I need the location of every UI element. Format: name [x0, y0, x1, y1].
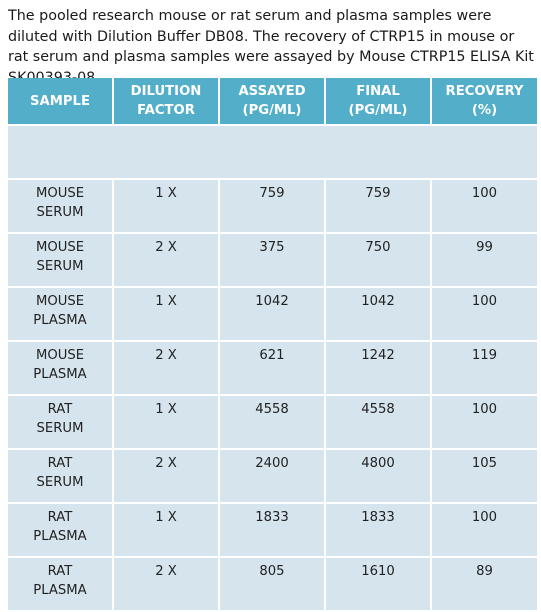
cell-sample: RAT SERUM	[8, 450, 112, 502]
cell-recovery: 100	[432, 288, 537, 340]
sample-type: PLASMA	[33, 583, 87, 598]
sample-species: MOUSE	[35, 186, 85, 201]
cell-dilution: 2 X	[114, 342, 218, 394]
header-sample: SAMPLE	[8, 78, 112, 124]
cell-assayed: 4558	[220, 396, 324, 448]
cell-dilution: 1 X	[114, 396, 218, 448]
cell-final: 1242	[326, 342, 430, 394]
cell-dilution: 2 X	[114, 234, 218, 286]
table-row: MOUSE SERUM 2 X 375 750 99	[8, 234, 537, 286]
cell-dilution: 2 X	[114, 450, 218, 502]
cell-assayed: 1042	[220, 288, 324, 340]
header-assayed-line-1: ASSAYED	[238, 84, 306, 99]
table-row: MOUSE PLASMA 1 X 1042 1042 100	[8, 288, 537, 340]
cell-final: 1833	[326, 504, 430, 556]
intro-paragraph: The pooled research mouse or rat serum a…	[8, 8, 534, 86]
cell-assayed: 375	[220, 234, 324, 286]
sample-type: PLASMA	[33, 313, 87, 328]
sample-type: SERUM	[36, 475, 84, 490]
header-assayed-line-2: (PG/ML)	[242, 103, 302, 118]
sample-species: MOUSE	[35, 240, 85, 255]
cell-assayed: 1833	[220, 504, 324, 556]
sample-species: MOUSE	[35, 294, 85, 309]
cell-recovery: 100	[432, 180, 537, 232]
header-recovery-line-2: (%)	[471, 103, 498, 118]
cell-recovery: 99	[432, 234, 537, 286]
recovery-table: SAMPLE DILUTION FACTOR ASSAYED (PG/ML) F…	[6, 76, 539, 612]
table-row: RAT SERUM 2 X 2400 4800 105	[8, 450, 537, 502]
cell-sample: MOUSE SERUM	[8, 234, 112, 286]
sample-species: RAT	[47, 564, 73, 579]
header-dilution-line-2: FACTOR	[137, 103, 195, 118]
header-final-line-1: FINAL	[356, 84, 400, 99]
cell-final: 750	[326, 234, 430, 286]
cell-final: 759	[326, 180, 430, 232]
sample-species: RAT	[47, 510, 73, 525]
cell-sample: MOUSE PLASMA	[8, 288, 112, 340]
sample-type: PLASMA	[33, 529, 87, 544]
cell-sample: RAT PLASMA	[8, 558, 112, 610]
cell-sample: MOUSE SERUM	[8, 180, 112, 232]
cell-recovery: 119	[432, 342, 537, 394]
sample-type: PLASMA	[33, 367, 87, 382]
header-recovery-line-1: RECOVERY	[445, 84, 524, 99]
cell-final: 1610	[326, 558, 430, 610]
cell-final: 4800	[326, 450, 430, 502]
header-recovery: RECOVERY (%)	[432, 78, 537, 124]
table-row: MOUSE SERUM 1 X 759 759 100	[8, 180, 537, 232]
cell-recovery: 100	[432, 504, 537, 556]
header-dilution-line-1: DILUTION	[130, 84, 202, 99]
table-row: RAT SERUM 1 X 4558 4558 100	[8, 396, 537, 448]
sample-type: SERUM	[36, 259, 84, 274]
sample-type: SERUM	[36, 421, 84, 436]
cell-final: 4558	[326, 396, 430, 448]
cell-sample: RAT SERUM	[8, 396, 112, 448]
cell-assayed: 805	[220, 558, 324, 610]
header-assayed: ASSAYED (PG/ML)	[220, 78, 324, 124]
cell-dilution: 1 X	[114, 180, 218, 232]
header-sample-label: SAMPLE	[30, 93, 90, 109]
cell-dilution: 2 X	[114, 558, 218, 610]
header-dilution-factor: DILUTION FACTOR	[114, 78, 218, 124]
table-row: MOUSE PLASMA 2 X 621 1242 119	[8, 342, 537, 394]
cell-assayed: 2400	[220, 450, 324, 502]
cell-final: 1042	[326, 288, 430, 340]
cell-dilution: 1 X	[114, 504, 218, 556]
cell-recovery: 105	[432, 450, 537, 502]
table-row: RAT PLASMA 1 X 1833 1833 100	[8, 504, 537, 556]
table-row: RAT PLASMA 2 X 805 1610 89	[8, 558, 537, 610]
sample-species: MOUSE	[35, 348, 85, 363]
sample-type: SERUM	[36, 205, 84, 220]
cell-assayed: 621	[220, 342, 324, 394]
header-final: FINAL (PG/ML)	[326, 78, 430, 124]
sample-species: RAT	[47, 402, 73, 417]
cell-recovery: 100	[432, 396, 537, 448]
cell-sample: MOUSE PLASMA	[8, 342, 112, 394]
table-header-row: SAMPLE DILUTION FACTOR ASSAYED (PG/ML) F…	[8, 78, 537, 124]
sample-species: RAT	[47, 456, 73, 471]
cell-assayed: 759	[220, 180, 324, 232]
cell-recovery: 89	[432, 558, 537, 610]
header-final-line-2: (PG/ML)	[348, 103, 408, 118]
cell-sample: RAT PLASMA	[8, 504, 112, 556]
cell-dilution: 1 X	[114, 288, 218, 340]
